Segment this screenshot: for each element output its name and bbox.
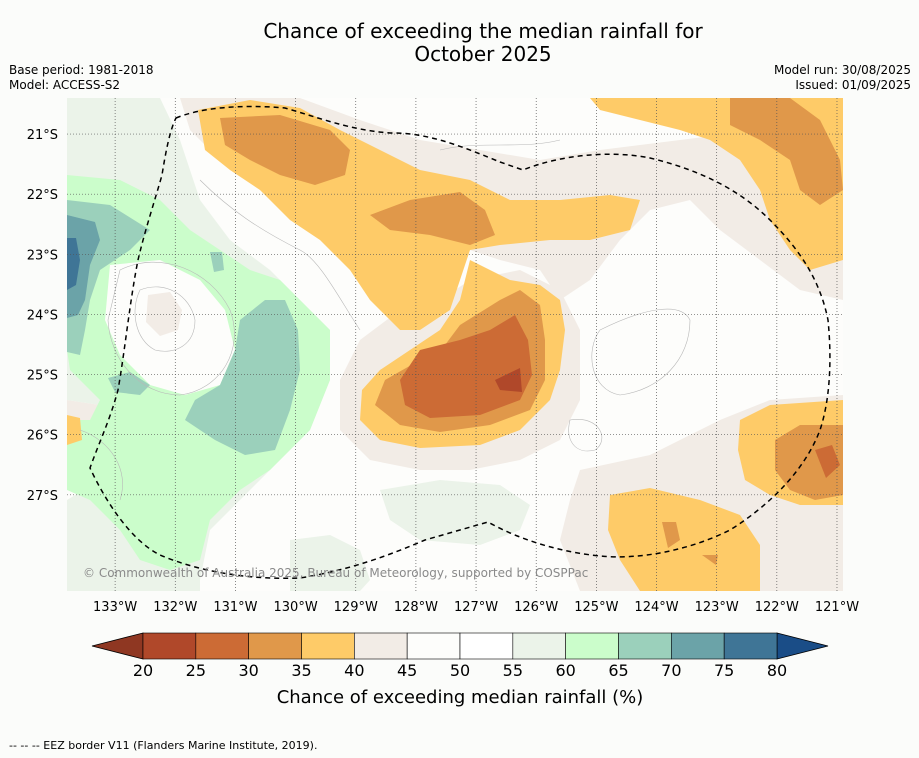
region-30-south2 <box>702 555 718 565</box>
colorbar-segment <box>618 632 672 660</box>
colorbar-tick-label: 30 <box>238 661 258 680</box>
colorbar-under-arrow <box>91 632 144 660</box>
colorbar-tick-label: 25 <box>186 661 206 680</box>
y-tick-label: 26°S <box>27 429 58 444</box>
chart-title-line1: Chance of exceeding the median rainfall … <box>263 19 703 43</box>
colorbar-segment <box>301 632 355 660</box>
colorbar-tick-label: 70 <box>661 661 681 680</box>
x-tick-label: 123°W <box>695 600 739 615</box>
colorbar-label: Chance of exceeding median rainfall (%) <box>277 687 644 708</box>
model-run-text: Model run: 30/08/2025 <box>773 63 911 77</box>
run-info: Model run: 30/08/2025 Issued: 01/09/2025 <box>774 63 911 93</box>
x-axis: 133°W 132°W 131°W 130°W 129°W 128°W 127°W 126°W… <box>93 600 859 615</box>
y-axis: 21°S 22°S 23°S 24°S 25°S 26°S 27°S <box>27 128 58 504</box>
colorbar-segment <box>565 632 619 660</box>
y-tick-label: 25°S <box>27 369 58 384</box>
region-20-center <box>495 368 522 392</box>
region-65-small1 <box>210 252 224 272</box>
colorbar-segment <box>195 632 249 660</box>
region-25-east <box>815 445 840 478</box>
grid-lines <box>67 98 843 591</box>
map-area: © Commonwealth of Australia 2025, Bureau… <box>67 98 843 591</box>
region-30-south1 <box>662 522 680 548</box>
region-65-center <box>185 300 300 455</box>
colorbar-segment <box>459 632 514 660</box>
x-tick-label: 129°W <box>334 600 378 615</box>
colorbar-segment <box>671 632 725 660</box>
colorbar: 20 25 30 35 40 45 50 55 60 65 70 75 80 <box>91 632 829 680</box>
colorbar-over-arrow <box>776 632 829 660</box>
model-text: Model: ACCESS-S2 <box>9 78 121 92</box>
x-tick-label: 126°W <box>514 600 558 615</box>
colorbar-tick-label: 60 <box>555 661 575 680</box>
region-55-southcenter <box>380 480 530 545</box>
colorbar-tick-label: 20 <box>133 661 153 680</box>
colorbar-tick-label: 35 <box>291 661 311 680</box>
x-tick-label: 127°W <box>454 600 498 615</box>
region-30-east <box>775 425 843 500</box>
y-tick-label: 23°S <box>27 248 58 263</box>
region-35-south <box>608 488 760 591</box>
y-tick-label: 21°S <box>27 128 58 143</box>
region-75-west <box>67 238 80 290</box>
contour-lines <box>79 139 691 501</box>
region-55-south <box>290 535 370 591</box>
colorbar-tick-label: 50 <box>450 661 470 680</box>
copyright-text: © Commonwealth of Australia 2025, Bureau… <box>83 566 588 580</box>
x-tick-label: 121°W <box>815 600 859 615</box>
colorbar-tick-label: 55 <box>503 661 523 680</box>
colorbar-tick-label: 65 <box>608 661 628 680</box>
base-info: Base period: 1981-2018 Model: ACCESS-S2 <box>9 63 154 93</box>
colorbar-segment <box>248 632 302 660</box>
eez-legend-text: -- -- -- EEZ border V11 (Flanders Marine… <box>9 739 318 752</box>
region-35-west <box>67 415 82 445</box>
y-tick-label: 24°S <box>27 308 58 323</box>
colorbar-tick-label: 75 <box>714 661 734 680</box>
x-tick-label: 124°W <box>634 600 678 615</box>
x-tick-label: 130°W <box>274 600 318 615</box>
x-tick-label: 125°W <box>574 600 618 615</box>
colorbar-segment <box>354 632 408 660</box>
region-30-north <box>220 115 350 185</box>
colorbar-segment <box>723 632 778 660</box>
base-period-text: Base period: 1981-2018 <box>9 63 154 77</box>
x-tick-label: 131°W <box>213 600 257 615</box>
colorbar-tick-label: 45 <box>397 661 417 680</box>
y-tick-label: 22°S <box>27 188 58 203</box>
colorbar-segment <box>406 632 461 660</box>
y-tick-label: 27°S <box>27 489 58 504</box>
colorbar-segment <box>512 632 566 660</box>
region-inner-beige <box>146 292 182 336</box>
x-tick-label: 122°W <box>755 600 799 615</box>
region-30-northeast <box>730 98 843 205</box>
issued-text: Issued: 01/09/2025 <box>795 78 911 92</box>
colorbar-tick-label: 80 <box>767 661 787 680</box>
colorbar-segment <box>142 632 197 660</box>
x-tick-label: 132°W <box>153 600 197 615</box>
region-25-center <box>400 315 532 418</box>
colorbar-tick-label: 40 <box>344 661 364 680</box>
chart-title-line2: October 2025 <box>414 42 552 66</box>
x-tick-label: 128°W <box>394 600 438 615</box>
region-30-northcenter <box>370 192 495 245</box>
x-tick-label: 133°W <box>93 600 137 615</box>
